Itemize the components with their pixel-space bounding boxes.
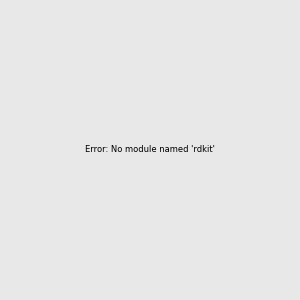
Text: Error: No module named 'rdkit': Error: No module named 'rdkit' [85, 146, 215, 154]
